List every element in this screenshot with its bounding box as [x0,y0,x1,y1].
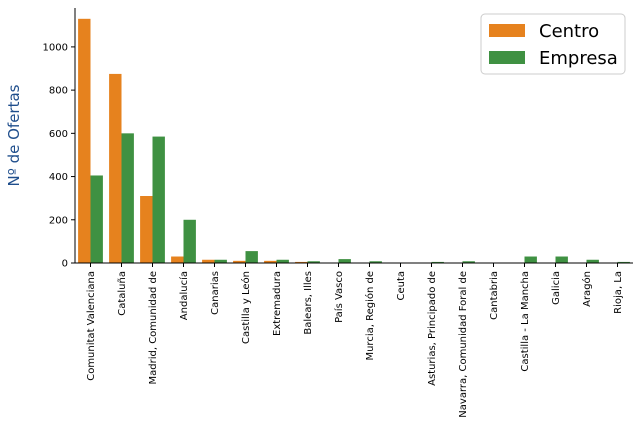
bar-empresa-16 [586,259,599,263]
bar-empresa-1 [121,133,134,263]
legend-swatch-empresa [489,51,525,64]
bar-centro-3 [171,256,184,263]
x-tick-label-5: Castilla y León [240,271,252,344]
y-axis-label: Nº de Ofertas [5,84,23,186]
x-tick-label-2: Madrid, Comunidad de [148,271,159,385]
bar-centro-0 [78,18,91,264]
y-tick-labels: 0 200 400 600 800 1000 [43,42,75,270]
x-tick-label-16: Aragón [581,271,593,307]
bars-layer [78,18,630,264]
y-tick-label-4: 800 [49,86,68,97]
legend-swatch-centro [489,24,525,37]
legend-label-empresa: Empresa [539,48,618,69]
x-tick-label-15: Galicia [551,271,562,305]
legend-label-centro: Centro [539,21,599,42]
bar-empresa-0 [90,175,103,263]
bar-centro-5 [233,260,246,263]
x-tick-label-9: Murcia, Región de [364,271,376,361]
bar-empresa-9 [369,261,382,263]
x-tick-label-11: Asturias, Principado de [427,271,438,386]
x-tick-label-1: Cataluña [117,271,128,316]
x-tick-label-13: Cantabria [489,271,500,320]
x-tick-label-17: Rioja, La [613,271,624,314]
bar-empresa-17 [617,261,630,263]
bar-empresa-6 [276,259,289,263]
y-tick-label-1: 200 [49,215,68,226]
x-tick-label-7: Balears, Illes [303,271,314,335]
bar-empresa-2 [152,136,165,263]
y-tick-label-0: 0 [62,259,68,270]
bar-centro-2 [140,196,153,263]
bar-centro-7 [295,261,308,263]
x-tick-label-4: Canarias [210,271,221,315]
bar-empresa-14 [524,256,537,263]
bar-empresa-7 [307,261,320,263]
bar-empresa-8 [338,259,351,263]
bar-centro-4 [202,259,215,263]
x-tick-label-0: Comunitat Valenciana [86,271,97,381]
y-tick-label-5: 1000 [43,42,68,53]
legend: Centro Empresa [480,13,626,75]
y-tick-label-2: 400 [49,172,68,183]
bar-empresa-5 [245,251,258,263]
x-tick-label-12: Navarra, Comunidad Foral de [458,271,469,418]
x-tick-label-10: Ceuta [396,271,407,301]
bar-empresa-4 [214,259,227,263]
x-tick-label-8: País Vasco [333,271,345,323]
bar-empresa-15 [555,256,568,263]
x-tick-label-14: Castilla - La Mancha [520,271,531,372]
bar-empresa-12 [462,261,475,263]
x-tick-label-6: Extremadura [272,271,283,336]
bar-empresa-11 [431,261,444,263]
bar-centro-6 [264,260,277,263]
x-tick-label-3: Andalucía [178,271,190,320]
bar-empresa-3 [183,219,196,263]
y-tick-label-3: 600 [49,129,68,140]
x-tick-labels: Comunitat Valenciana Cataluña Madrid, Comu… [86,263,624,418]
bar-centro-1 [109,73,122,263]
